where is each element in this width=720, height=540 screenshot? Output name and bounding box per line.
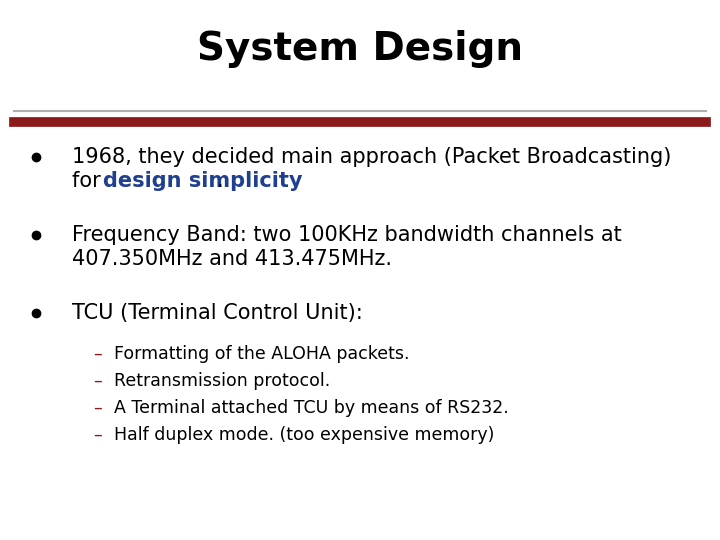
Text: Formatting of the ALOHA packets.: Formatting of the ALOHA packets. bbox=[114, 345, 409, 363]
Text: 1968, they decided main approach (Packet Broadcasting): 1968, they decided main approach (Packet… bbox=[72, 146, 671, 167]
Text: TCU (Terminal Control Unit):: TCU (Terminal Control Unit): bbox=[72, 303, 363, 323]
Text: .: . bbox=[217, 171, 223, 191]
Text: 407.350MHz and 413.475MHz.: 407.350MHz and 413.475MHz. bbox=[72, 249, 392, 269]
Text: Half duplex mode. (too expensive memory): Half duplex mode. (too expensive memory) bbox=[114, 426, 494, 444]
Text: –: – bbox=[94, 372, 102, 390]
Text: System Design: System Design bbox=[197, 30, 523, 68]
Text: A Terminal attached TCU by means of RS232.: A Terminal attached TCU by means of RS23… bbox=[114, 399, 508, 417]
Text: –: – bbox=[94, 426, 102, 444]
Text: design simplicity: design simplicity bbox=[103, 171, 302, 191]
Text: Retransmission protocol.: Retransmission protocol. bbox=[114, 372, 330, 390]
Text: –: – bbox=[94, 399, 102, 417]
Text: Frequency Band: two 100KHz bandwidth channels at: Frequency Band: two 100KHz bandwidth cha… bbox=[72, 225, 622, 245]
Text: –: – bbox=[94, 345, 102, 363]
Text: for: for bbox=[72, 171, 107, 191]
